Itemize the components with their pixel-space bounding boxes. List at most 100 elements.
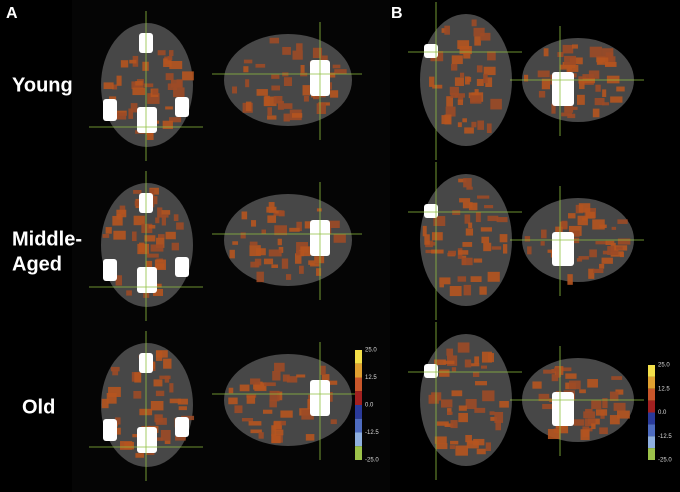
activation xyxy=(524,236,531,242)
activation xyxy=(472,371,480,377)
activation xyxy=(487,353,494,363)
activation xyxy=(128,108,134,119)
activation xyxy=(444,114,452,125)
activation xyxy=(474,356,480,365)
activation xyxy=(447,408,452,415)
activation xyxy=(457,40,470,50)
activation xyxy=(256,89,268,96)
activation xyxy=(470,363,480,367)
activation xyxy=(604,61,617,67)
activation xyxy=(280,410,293,418)
activation xyxy=(451,63,458,71)
activation xyxy=(561,112,572,117)
activation xyxy=(105,227,112,234)
activation xyxy=(465,399,477,410)
activation xyxy=(532,381,542,389)
brain-slice xyxy=(224,194,352,286)
colorbar-segment xyxy=(355,391,362,405)
peak-activation xyxy=(137,267,157,293)
activation xyxy=(485,442,491,451)
activation xyxy=(135,81,143,86)
activation xyxy=(250,429,262,434)
activation xyxy=(537,70,550,78)
activation xyxy=(258,381,263,386)
activation xyxy=(141,223,153,233)
activation xyxy=(300,246,311,257)
activation xyxy=(329,72,336,78)
activation xyxy=(155,390,165,397)
colorbar-label: 0.0 xyxy=(365,403,374,409)
peak-activation xyxy=(424,44,438,58)
activation xyxy=(132,87,146,96)
activation xyxy=(611,226,617,230)
activation xyxy=(595,84,601,92)
activation xyxy=(450,420,458,429)
activation xyxy=(464,127,474,134)
activation xyxy=(165,231,176,240)
activation xyxy=(277,238,282,246)
activation xyxy=(281,258,289,269)
activation xyxy=(333,234,346,243)
brain-slice xyxy=(224,354,352,446)
activation xyxy=(450,92,458,98)
activation xyxy=(547,428,561,440)
activation xyxy=(291,113,303,118)
activation xyxy=(430,241,436,246)
activation xyxy=(433,216,446,227)
activation xyxy=(455,445,468,456)
activation xyxy=(312,47,323,59)
activation xyxy=(428,394,439,404)
activation xyxy=(464,76,470,85)
activation xyxy=(120,60,129,68)
activation xyxy=(228,387,234,394)
activation xyxy=(588,268,595,279)
activation xyxy=(161,215,166,226)
activation xyxy=(458,250,469,255)
activation xyxy=(599,427,608,435)
activation xyxy=(289,227,300,232)
activation xyxy=(454,77,464,86)
activation xyxy=(173,87,185,98)
activation xyxy=(108,386,121,397)
activation xyxy=(320,55,328,65)
colorbar-label: 25.0 xyxy=(365,348,377,354)
activation xyxy=(490,416,497,421)
activation xyxy=(133,82,141,90)
activation xyxy=(303,95,309,102)
activation xyxy=(292,50,303,60)
activation xyxy=(112,369,119,376)
activation xyxy=(440,399,453,408)
colorbar-segment xyxy=(648,376,655,389)
activation xyxy=(165,73,174,81)
activation xyxy=(436,443,448,450)
activation xyxy=(314,256,325,264)
activation xyxy=(134,372,142,383)
activation xyxy=(246,395,256,404)
activation xyxy=(551,374,559,382)
activation xyxy=(294,253,302,264)
activation xyxy=(285,274,292,280)
activation xyxy=(146,129,154,140)
activation xyxy=(486,123,492,134)
colorbar-label: 12.5 xyxy=(365,375,377,381)
activation xyxy=(254,382,267,392)
activation xyxy=(476,78,484,87)
activation xyxy=(176,79,182,88)
activation xyxy=(480,227,492,232)
activation xyxy=(606,75,620,84)
activation xyxy=(585,408,593,413)
activation xyxy=(451,390,463,397)
activation xyxy=(250,261,259,268)
activation xyxy=(480,365,488,369)
activation xyxy=(490,98,502,110)
activation xyxy=(554,367,561,372)
activation xyxy=(499,400,509,408)
colorbar-segment xyxy=(355,418,362,433)
activation xyxy=(475,211,481,223)
activation xyxy=(570,237,580,244)
activation xyxy=(572,106,578,110)
activation xyxy=(571,44,578,49)
activation xyxy=(133,189,142,194)
activation xyxy=(310,263,320,267)
